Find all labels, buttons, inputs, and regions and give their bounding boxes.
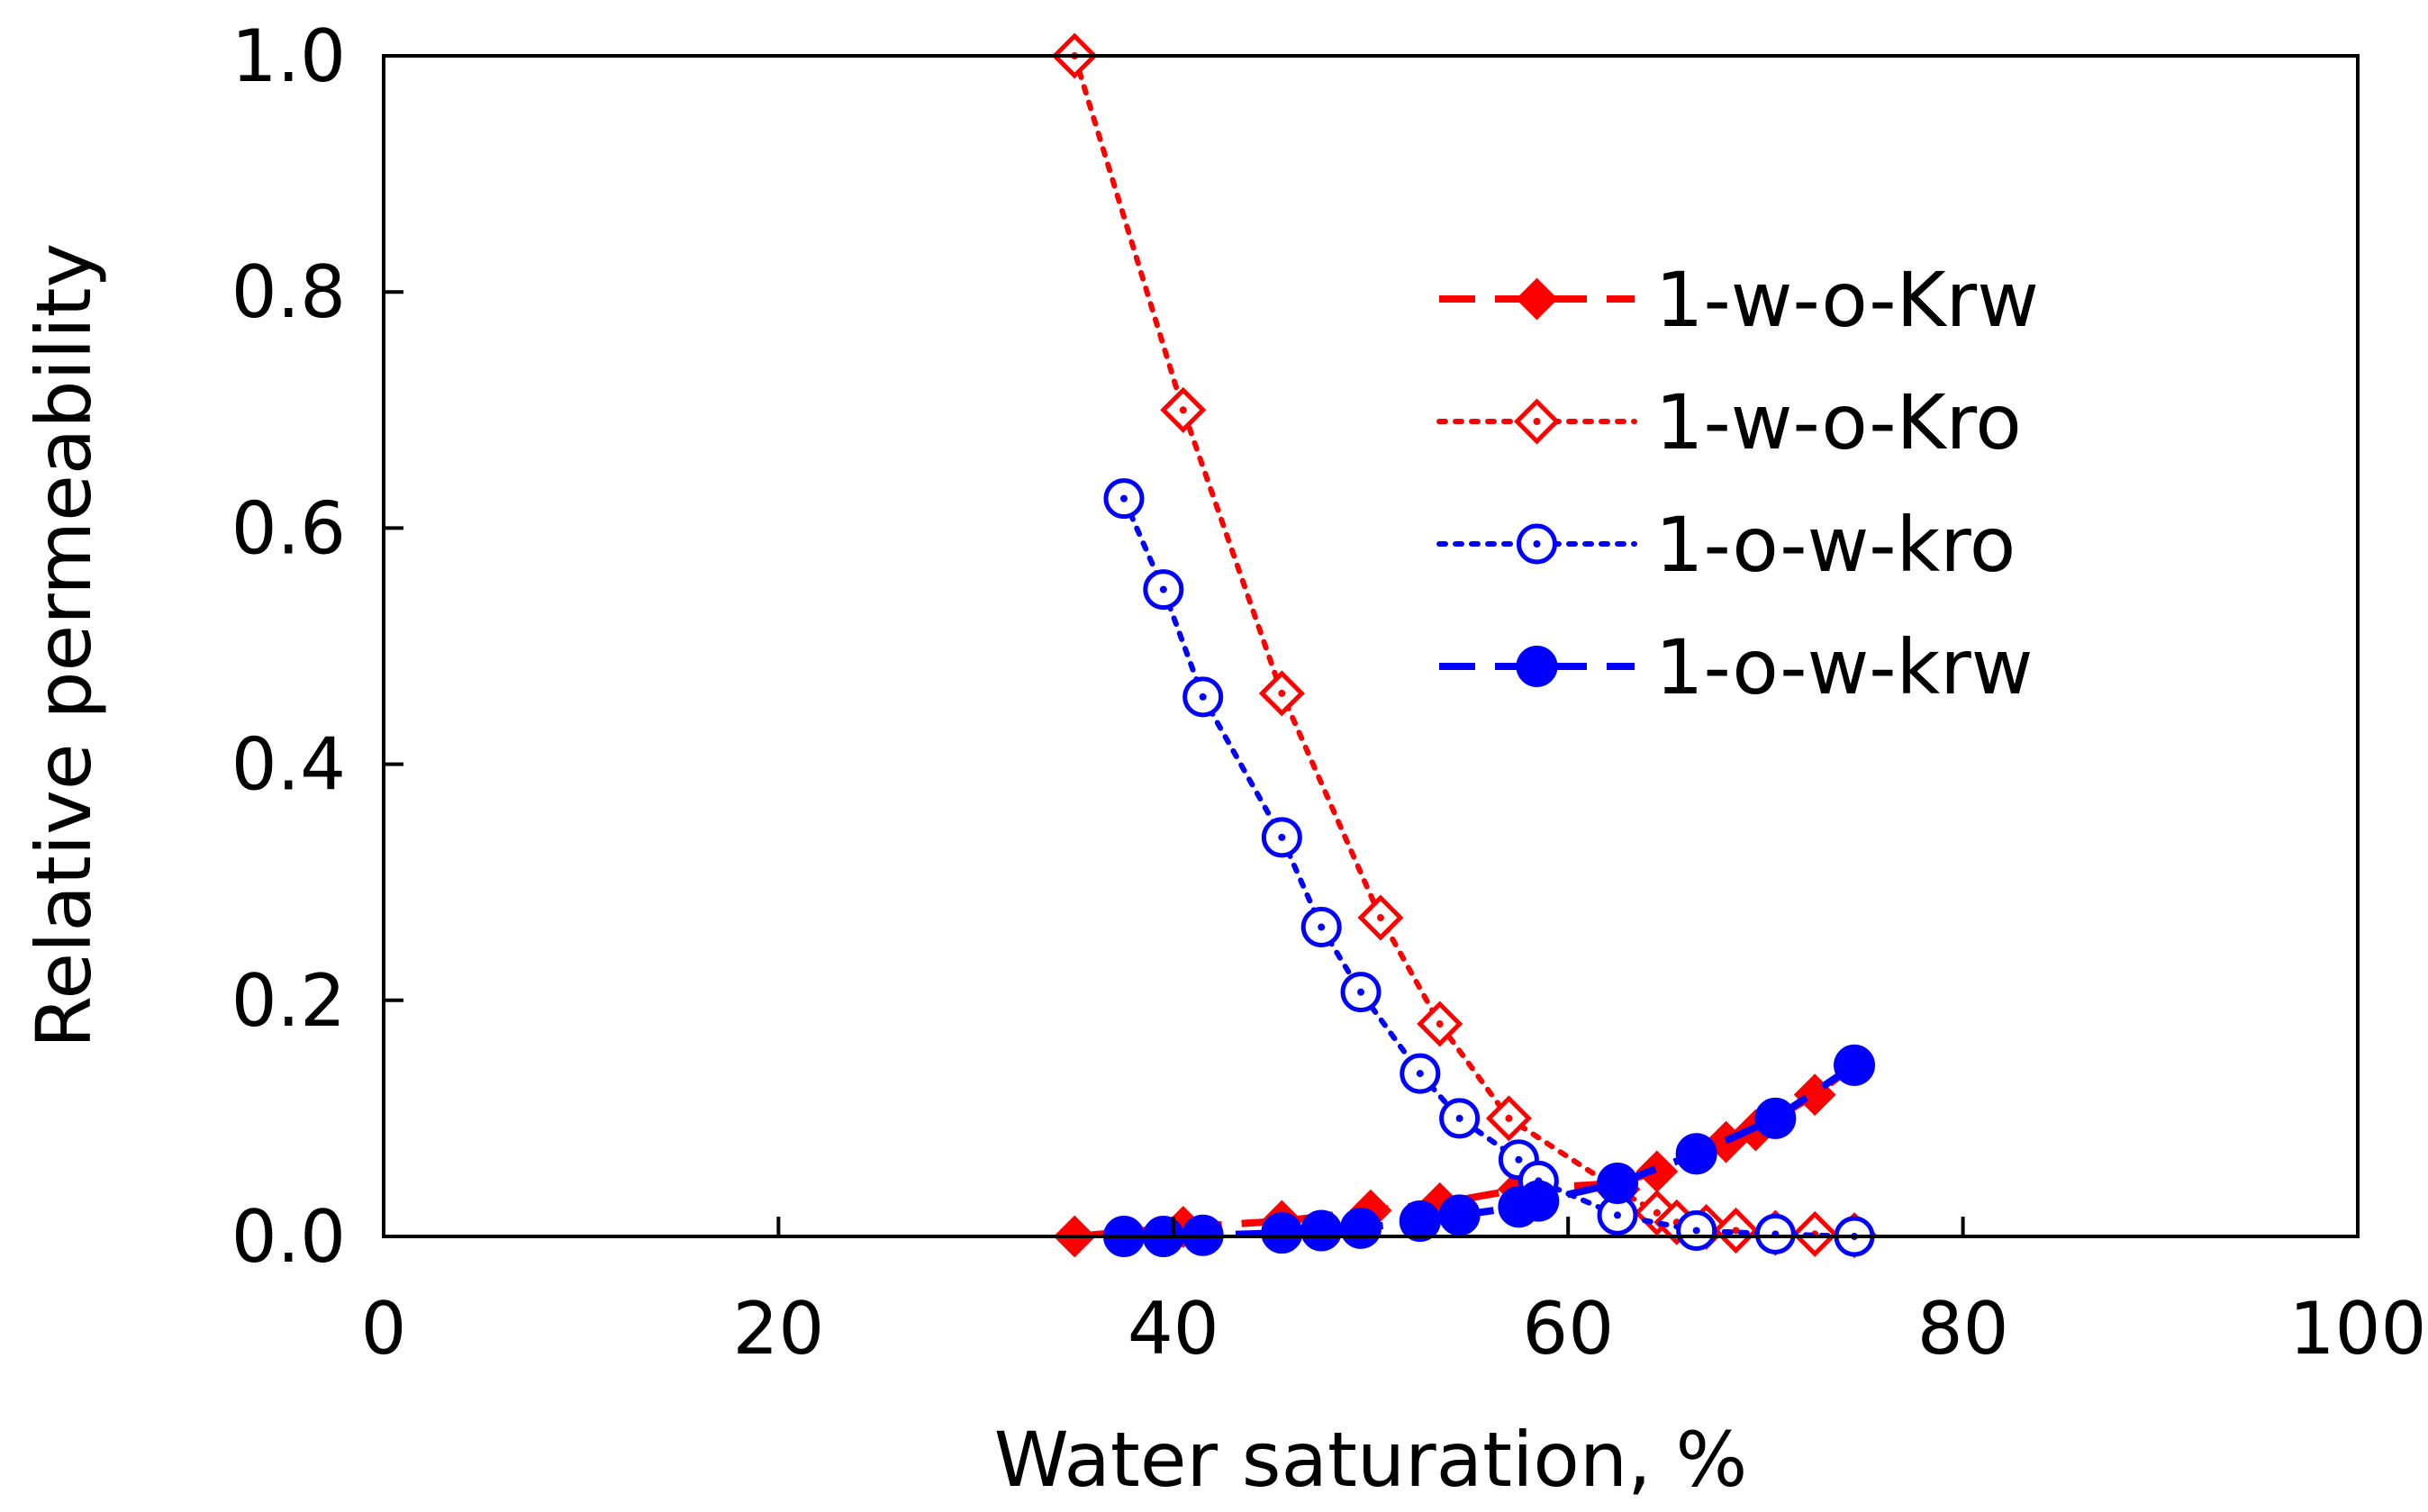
x-tick-label: 40 [1128,1287,1219,1371]
x-axis-title: Water saturation, % [994,1416,1748,1504]
legend-marker [1516,277,1558,321]
data-point [1300,1209,1343,1252]
legend-marker-dot [1533,418,1541,425]
data-point-dot [1455,1114,1463,1122]
legend-marker [1516,646,1558,687]
data-point [1675,1133,1717,1175]
y-tick-label: 0.6 [231,486,346,570]
y-tick-label: 0.4 [231,723,346,807]
data-point [1754,1097,1797,1139]
data-point-dot [1120,494,1128,502]
axis-ticks: 0 20 40 60 80 100 0.0 0.2 0.4 0.6 0.8 1.0 [231,14,2427,1371]
plot-area-frame [382,54,2360,1238]
data-point-dot [1505,1114,1513,1122]
data-point-dot [1732,1227,1740,1235]
data-point [1261,1212,1303,1254]
x-tick-label: 80 [1917,1287,2009,1371]
x-tick-label: 60 [1522,1287,1614,1371]
data-point-dot [1179,406,1187,414]
legend-label: 1-w-o-Krw [1655,256,2039,344]
y-axis-title: Relative permeability [20,243,108,1048]
data-point-dot [1436,1020,1444,1028]
x-tick-label: 20 [733,1287,825,1371]
data-point-dot [1376,914,1384,922]
legend-item: 1-o-w-krw [1439,623,2033,711]
data-point-dot [1159,585,1167,593]
legend-item: 1-w-o-Kro [1436,378,2022,466]
legend-label: 1-w-o-Kro [1655,378,2022,466]
data-point-dot [1614,1211,1621,1219]
legend-item: 1-w-o-Krw [1439,256,2039,344]
x-tick-label: 100 [2289,1287,2427,1371]
legend-marker-dot [1533,540,1541,548]
x-tick-label: 0 [361,1287,407,1371]
y-tick-label: 0.8 [231,250,346,334]
data-point [1340,1207,1382,1249]
data-point-dot [1318,923,1326,931]
data-point-dot [1515,1155,1523,1163]
y-tick-label: 0.2 [231,959,346,1043]
legend-item: 1-o-w-kro [1436,501,2016,589]
data-point-dot [1278,833,1286,841]
legend-label: 1-o-w-krw [1655,623,2033,711]
data-point-dot [1199,693,1207,701]
data-point [1518,1180,1560,1222]
data-point [1438,1194,1481,1236]
legend: 1-w-o-Krw 1-w-o-Kro 1-o-w-kro 1-o-w-krw [1436,256,2039,711]
legend-label: 1-o-w-kro [1655,501,2016,589]
data-point-dot [1653,1209,1661,1217]
data-point [1834,1044,1876,1086]
data-point-dot [1416,1070,1424,1078]
data-point-dot [1692,1227,1700,1235]
data-point-dot [1278,689,1286,697]
y-tick-label: 1.0 [231,14,346,98]
data-point [1597,1163,1638,1205]
data-point-dot [1357,988,1365,996]
y-tick-label: 0.0 [231,1195,346,1279]
